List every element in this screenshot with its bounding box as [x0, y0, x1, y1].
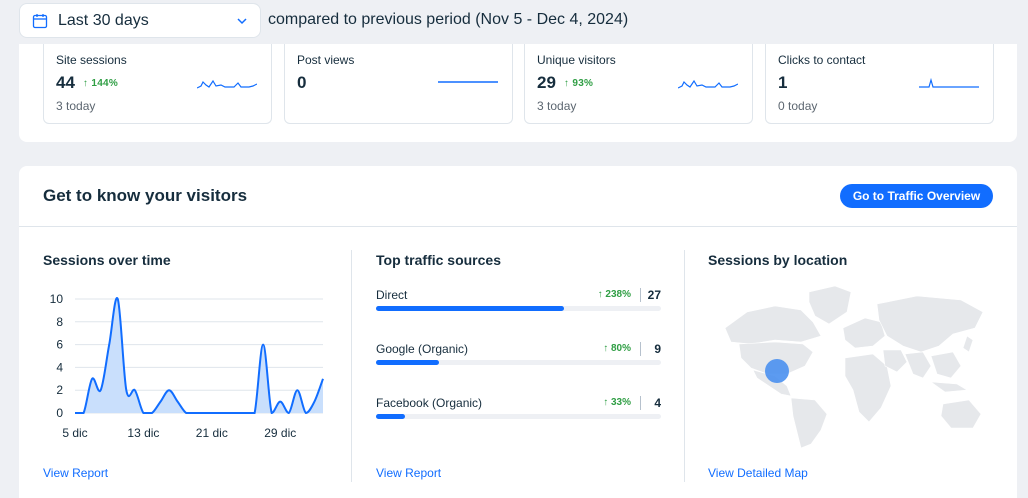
- y-tick-label: 8: [56, 315, 63, 329]
- stat-value: 44: [56, 73, 75, 92]
- source-name: Facebook (Organic): [376, 396, 483, 410]
- x-tick-label: 5 dic: [62, 426, 87, 440]
- separator: [640, 288, 641, 302]
- stat-change-value: 93%: [572, 77, 594, 89]
- view-report-link[interactable]: View Report: [43, 466, 109, 480]
- stat-card-clicks-to-contact[interactable]: Clicks to contact 1 0 today: [765, 44, 994, 124]
- source-change-value: 80%: [610, 343, 631, 354]
- stat-value: 0: [297, 73, 307, 92]
- calendar-icon: [32, 13, 48, 28]
- source-change-value: 33%: [610, 397, 631, 408]
- visitors-header: Get to know your visitors Go to Traffic …: [19, 166, 1017, 227]
- traffic-source-row[interactable]: Direct ↑ 238% 27: [376, 288, 661, 311]
- source-count: 9: [654, 342, 661, 356]
- arrow-up-icon: ↑: [603, 397, 609, 408]
- y-tick-label: 4: [56, 360, 63, 374]
- stat-change: ↑ 93%: [564, 78, 593, 89]
- source-change-value: 238%: [605, 289, 631, 300]
- map-region: [940, 399, 982, 429]
- map-region: [929, 381, 968, 393]
- go-to-traffic-overview-button[interactable]: Go to Traffic Overview: [840, 184, 993, 208]
- world-map[interactable]: [717, 282, 987, 452]
- map-region: [882, 349, 908, 373]
- stat-today: 3 today: [56, 99, 96, 113]
- map-region: [904, 351, 932, 379]
- stat-today: 3 today: [537, 99, 577, 113]
- x-tick-label: 29 dic: [264, 426, 296, 440]
- map-region: [808, 285, 852, 325]
- divider: [684, 250, 685, 482]
- traffic-source-row[interactable]: Facebook (Organic) ↑ 33% 4: [376, 396, 661, 419]
- source-bar-track: [376, 414, 661, 419]
- sparkline: [438, 81, 498, 83]
- view-report-link[interactable]: View Report: [376, 466, 442, 480]
- sessions-area: [75, 298, 323, 413]
- traffic-source-row[interactable]: Google (Organic) ↑ 80% 9: [376, 342, 661, 365]
- date-range-select[interactable]: Last 30 days: [19, 3, 261, 38]
- separator: [640, 396, 641, 410]
- map-region: [724, 305, 822, 345]
- map-region: [876, 295, 984, 353]
- arrow-up-icon: ↑: [82, 77, 89, 89]
- sessions-chart: 0 2 4 6 8 10 5 dic 13 dic 21 dic 29 dic: [50, 292, 324, 440]
- stat-value: 1: [778, 73, 788, 92]
- date-range-label: Last 30 days: [58, 11, 149, 29]
- separator: [640, 342, 641, 356]
- map-region: [930, 351, 962, 379]
- arrow-up-icon: ↑: [563, 77, 570, 89]
- map-region: [962, 335, 974, 353]
- sessions-over-time-title: Sessions over time: [43, 252, 171, 268]
- stat-card-unique-visitors[interactable]: Unique visitors 29 ↑ 93% 3 today: [524, 44, 753, 124]
- sparkline: [919, 77, 979, 88]
- source-bar-track: [376, 306, 661, 311]
- stat-card-post-views[interactable]: Post views 0: [284, 44, 513, 124]
- stat-card-site-sessions[interactable]: Site sessions 44 ↑ 144% 3 today: [43, 44, 272, 124]
- arrow-up-icon: ↑: [597, 289, 603, 300]
- source-bar-fill: [376, 360, 439, 365]
- y-tick-label: 6: [56, 338, 63, 352]
- map-region: [842, 317, 886, 349]
- source-count: 27: [647, 288, 661, 302]
- source-change: ↑ 33%: [603, 397, 631, 408]
- location-marker-bubble[interactable]: [765, 359, 789, 383]
- y-tick-label: 10: [50, 292, 64, 306]
- stat-title: Post views: [297, 53, 355, 67]
- stat-value: 29: [537, 73, 556, 92]
- section-title: Get to know your visitors: [43, 186, 248, 205]
- visitors-panel: Get to know your visitors Go to Traffic …: [19, 166, 1017, 498]
- y-tick-label: 2: [56, 383, 63, 397]
- source-name: Direct: [376, 288, 408, 302]
- source-count: 4: [654, 396, 661, 410]
- source-bar-track: [376, 360, 661, 365]
- x-tick-label: 13 dic: [127, 426, 159, 440]
- source-change: ↑ 80%: [603, 343, 631, 354]
- sessions-by-location-title: Sessions by location: [708, 252, 848, 268]
- stat-change: ↑ 144%: [83, 78, 118, 89]
- source-bar-fill: [376, 414, 405, 419]
- map-region: [844, 353, 892, 423]
- chevron-down-icon: [237, 17, 247, 24]
- view-detailed-map-link[interactable]: View Detailed Map: [708, 466, 808, 480]
- source-name: Google (Organic): [376, 342, 469, 356]
- compare-period-text: compared to previous period (Nov 5 - Dec…: [268, 11, 629, 28]
- map-region: [790, 397, 828, 449]
- stat-title: Clicks to contact: [778, 53, 866, 67]
- sparkline: [197, 79, 257, 89]
- arrow-up-icon: ↑: [603, 343, 609, 354]
- source-bar-fill: [376, 306, 565, 311]
- stat-title: Site sessions: [56, 53, 127, 67]
- divider: [351, 250, 352, 482]
- source-change: ↑ 238%: [598, 289, 631, 300]
- sessions-line: [75, 297, 324, 415]
- top-traffic-sources-title: Top traffic sources: [376, 252, 501, 268]
- stat-change-value: 144%: [91, 77, 119, 89]
- stat-today: 0 today: [778, 99, 818, 113]
- y-tick-label: 0: [56, 406, 63, 420]
- sparkline: [678, 79, 738, 89]
- stats-panel: Site sessions 44 ↑ 144% 3 today Post vie…: [19, 44, 1017, 142]
- stat-title: Unique visitors: [537, 53, 616, 67]
- map-region: [738, 341, 814, 375]
- x-tick-label: 21 dic: [196, 426, 228, 440]
